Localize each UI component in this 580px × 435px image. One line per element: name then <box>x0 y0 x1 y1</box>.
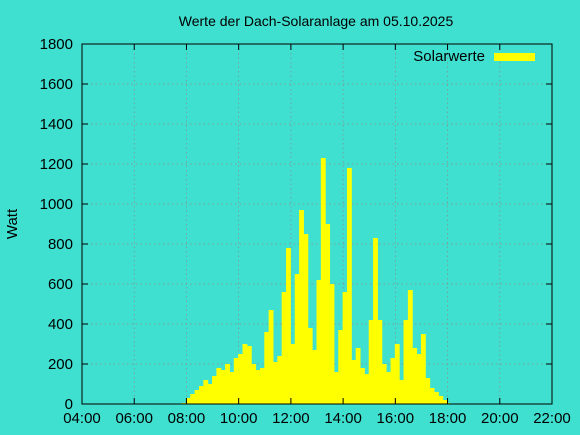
y-tick-label: 400 <box>48 316 73 333</box>
axis-ticks: 04:00 06:00 08:00 10:00 12:00 14:00 16:00 18:00… <box>40 36 571 427</box>
legend: Solarwerte <box>413 48 535 65</box>
y-tick-label: 1000 <box>40 196 73 213</box>
x-tick-label: 04:00 <box>63 410 101 427</box>
x-tick-label: 14:00 <box>324 410 362 427</box>
y-tick-label: 1400 <box>40 116 73 133</box>
y-axis-label: Watt <box>4 208 21 239</box>
x-tick-label: 16:00 <box>377 410 415 427</box>
x-tick-label: 18:00 <box>429 410 467 427</box>
y-tick-label: 1200 <box>40 156 73 173</box>
series-area <box>181 158 450 404</box>
y-tick-label: 1800 <box>40 36 73 53</box>
x-tick-label: 08:00 <box>168 410 206 427</box>
x-tick-label: 20:00 <box>481 410 519 427</box>
legend-label: Solarwerte <box>413 48 485 65</box>
series-area-solarwerte <box>182 158 450 404</box>
plot-border <box>81 43 553 405</box>
legend-swatch <box>494 53 535 61</box>
x-tick-label: 22:00 <box>533 410 571 427</box>
x-tick-label: 06:00 <box>115 410 153 427</box>
chart-title: Werte der Dach-Solaranlage am 05.10.2025 <box>179 13 454 29</box>
x-tick-label: 10:00 <box>220 410 258 427</box>
y-tick-label: 0 <box>65 396 73 413</box>
y-tick-label: 200 <box>48 356 73 373</box>
y-tick-label: 800 <box>48 236 73 253</box>
x-tick-label: 12:00 <box>272 410 310 427</box>
y-tick-label: 1600 <box>40 76 73 93</box>
y-tick-label: 600 <box>48 276 73 293</box>
